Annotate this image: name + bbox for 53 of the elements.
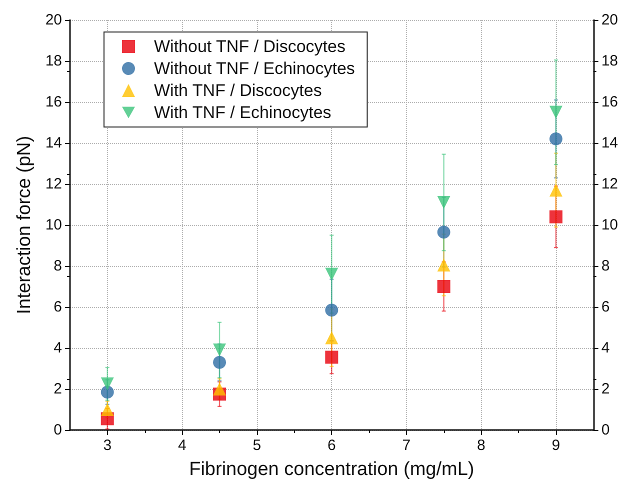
point (325, 331, 338, 344)
point (325, 350, 338, 364)
y2-tick-label: 20 (601, 12, 618, 28)
x-tick-label: 3 (103, 437, 112, 454)
x-tick-label: 7 (402, 437, 411, 454)
x-tick-label: 9 (552, 437, 560, 454)
point (549, 106, 562, 119)
point (213, 356, 226, 369)
x-axis-title: Fibrinogen concentration (mg/mL) (189, 459, 474, 480)
point (100, 377, 114, 390)
y2-tick-label: 16 (601, 94, 618, 110)
y-tick-label: 2 (54, 380, 62, 398)
y-axis-title: Interaction force (pN) (14, 136, 35, 314)
y-tick-label: 14 (45, 134, 62, 152)
y2-tick-label: 10 (601, 216, 618, 234)
y-tick-label: 0 (54, 422, 62, 438)
point (437, 196, 450, 209)
point (325, 304, 338, 317)
y2-tick-label: 12 (601, 176, 618, 192)
point (549, 132, 562, 146)
legend-label: Without TNF / Discocytes (154, 37, 346, 56)
y2-tick-label: 6 (601, 298, 610, 316)
point (213, 344, 226, 357)
x-tick-label: 6 (327, 437, 336, 454)
x-tick-label: 8 (477, 437, 486, 454)
y2-tick-label: 14 (601, 134, 618, 152)
point (437, 226, 450, 239)
y-tick-label: 20 (45, 12, 62, 28)
legend-label: With TNF / Discocytes (154, 81, 322, 100)
y-tick-label: 12 (45, 176, 62, 192)
x-tick-label: 4 (178, 437, 186, 454)
y-tick-label: 4 (54, 340, 62, 356)
x-tick-label: 5 (252, 437, 262, 454)
point (100, 403, 114, 416)
y2-tick-label: 18 (601, 52, 618, 70)
y2-tick-label: 0 (601, 422, 610, 438)
y2-tick-label: 8 (601, 258, 610, 274)
y-tick-label: 6 (54, 298, 62, 316)
point (437, 280, 450, 293)
y-tick-label: 18 (45, 52, 62, 70)
point (549, 184, 562, 197)
legend-label: With TNF / Echinocytes (154, 103, 332, 122)
legend-label: Without TNF / Echinocytes (154, 59, 355, 78)
y2-tick-label: 2 (601, 380, 610, 398)
point (549, 210, 562, 224)
y-tick-label: 10 (45, 216, 62, 234)
y-tick-label: 8 (54, 258, 62, 274)
point (437, 258, 450, 272)
y-tick-label: 16 (45, 94, 62, 110)
point (213, 382, 226, 396)
point (100, 386, 114, 399)
y2-tick-label: 4 (601, 340, 610, 356)
point (325, 268, 338, 281)
